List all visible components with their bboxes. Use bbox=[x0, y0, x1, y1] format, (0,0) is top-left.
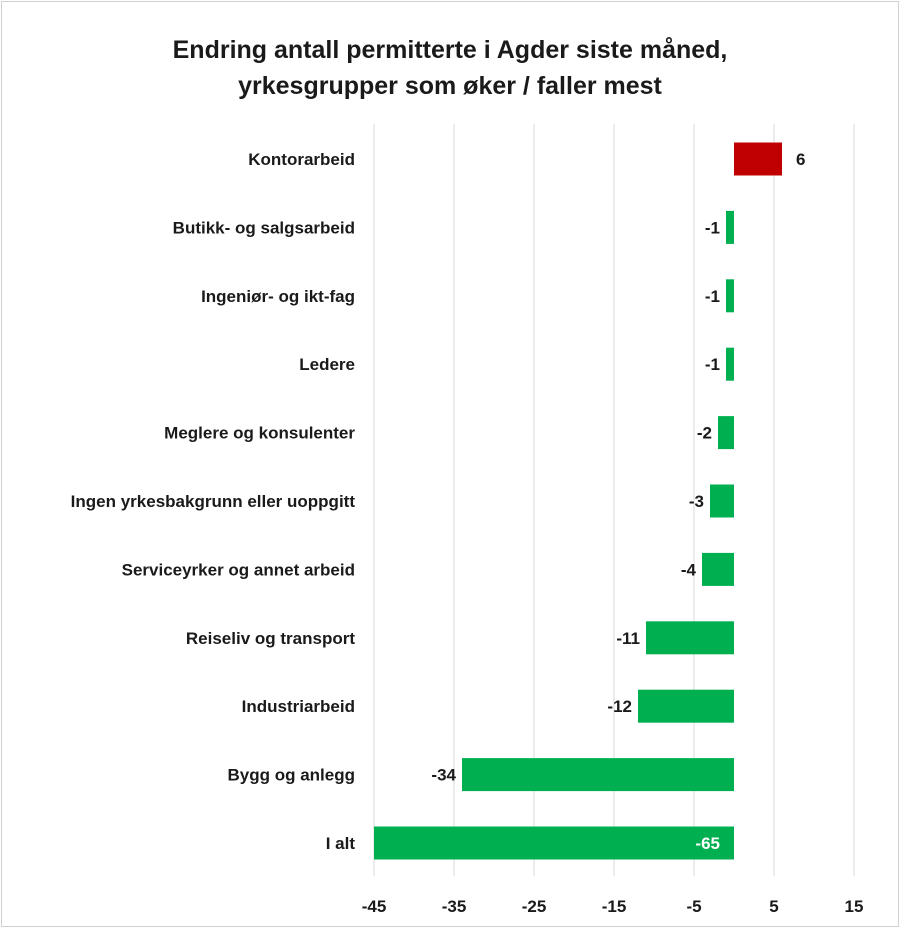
gridlines bbox=[373, 124, 855, 876]
x-tick-label: 15 bbox=[845, 897, 864, 916]
category-label: Meglere og konsulenter bbox=[164, 424, 355, 443]
x-tick-label: -35 bbox=[442, 897, 467, 916]
value-label: -1 bbox=[705, 218, 720, 237]
bars bbox=[374, 142, 782, 860]
value-label: -11 bbox=[616, 629, 640, 648]
bar bbox=[462, 758, 734, 792]
chart-title-line-1: Endring antall permitterte i Agder siste… bbox=[172, 36, 728, 64]
category-label: Reiseliv og transport bbox=[186, 629, 355, 648]
bar bbox=[734, 142, 782, 176]
category-label: Serviceyrker og annet arbeid bbox=[122, 560, 355, 579]
bar bbox=[726, 279, 734, 313]
bar bbox=[374, 826, 734, 860]
value-label: -2 bbox=[697, 424, 712, 443]
category-label: Ledere bbox=[299, 355, 355, 374]
bar bbox=[702, 552, 734, 586]
bar bbox=[710, 484, 734, 518]
category-label: Butikk- og salgsarbeid bbox=[173, 218, 355, 237]
category-label: Bygg og anlegg bbox=[228, 766, 356, 785]
bar bbox=[726, 347, 734, 381]
category-label: Ingen yrkesbakgrunn eller uoppgitt bbox=[71, 492, 356, 511]
bar bbox=[718, 416, 734, 450]
value-label: 6 bbox=[796, 150, 805, 169]
category-labels: Kontorarbeid Butikk- og salgsarbeid Ingeni… bbox=[71, 150, 356, 853]
category-label: Ingeniør- og ikt-fag bbox=[201, 287, 355, 306]
value-label: -3 bbox=[689, 492, 704, 511]
x-tick-label: -15 bbox=[602, 897, 627, 916]
value-label: -65 bbox=[695, 834, 720, 853]
chart-title: Endring antall permitterte i Agder siste… bbox=[2, 32, 898, 104]
category-label: I alt bbox=[326, 834, 356, 853]
category-label: Industriarbeid bbox=[242, 697, 355, 716]
x-tick-label: -5 bbox=[686, 897, 701, 916]
value-label: -1 bbox=[705, 355, 720, 374]
value-label: -34 bbox=[431, 766, 456, 785]
value-label: -1 bbox=[705, 287, 720, 306]
bar bbox=[726, 210, 734, 244]
x-tick-label: -45 bbox=[362, 897, 387, 916]
category-label: Kontorarbeid bbox=[248, 150, 355, 169]
chart-title-line-2: yrkesgrupper som øker / faller mest bbox=[238, 72, 662, 100]
bar bbox=[638, 689, 734, 723]
x-tick-labels: -45 -35 -25 -15 -5 5 15 bbox=[362, 897, 864, 916]
x-tick-label: -25 bbox=[522, 897, 547, 916]
x-tick-label: 5 bbox=[769, 897, 778, 916]
value-label: -12 bbox=[607, 697, 632, 716]
value-labels: 6 -1 -1 -1 -2 -3 -4 -11 -12 -34 -65 bbox=[431, 150, 805, 853]
value-label: -4 bbox=[681, 560, 697, 579]
bar bbox=[646, 621, 734, 655]
